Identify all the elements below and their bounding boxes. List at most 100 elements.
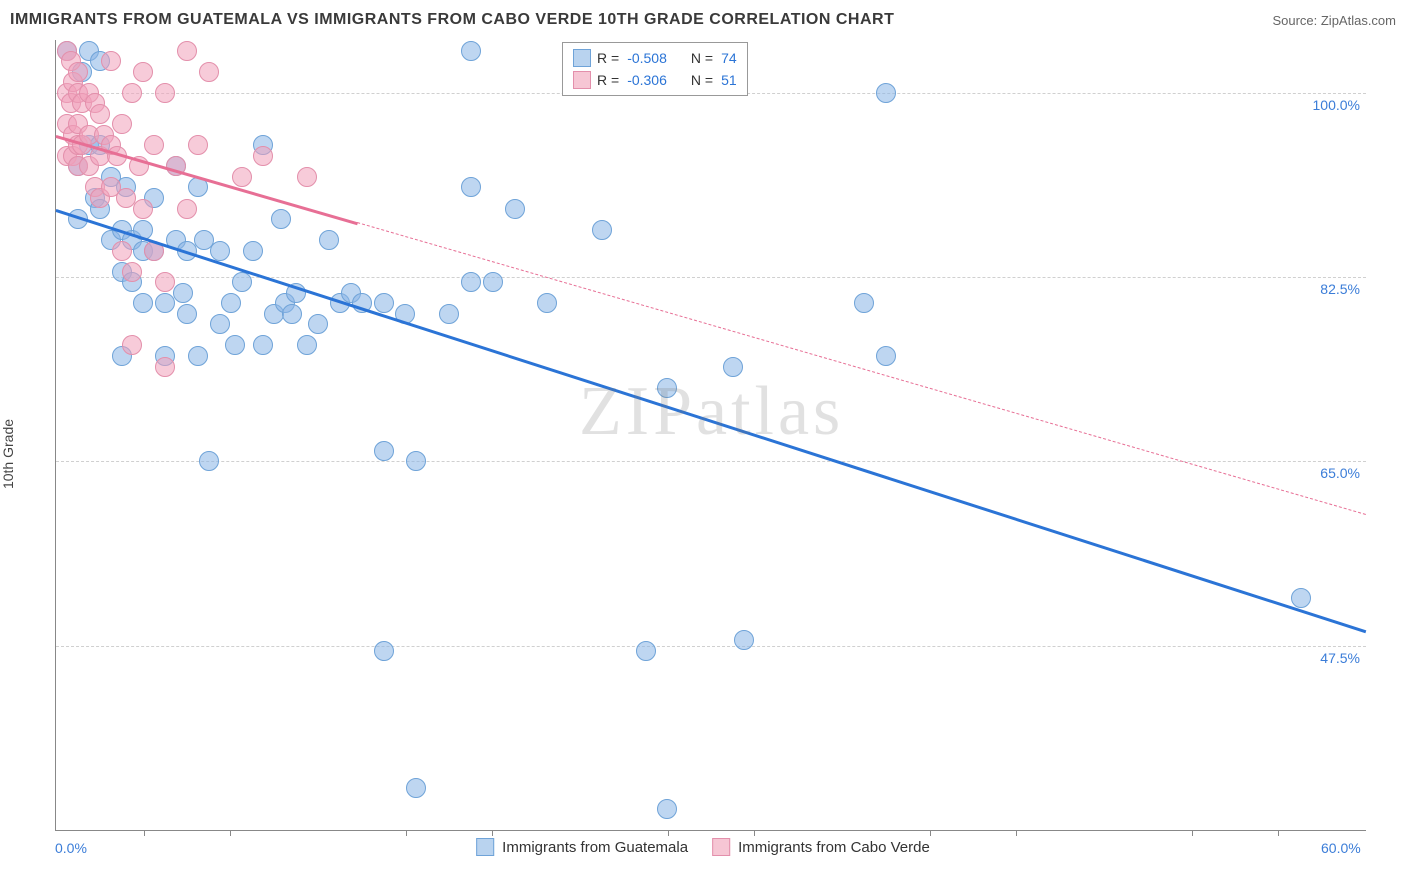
data-point <box>133 62 153 82</box>
data-point <box>723 357 743 377</box>
chart-header: IMMIGRANTS FROM GUATEMALA VS IMMIGRANTS … <box>10 8 1396 32</box>
data-point <box>406 451 426 471</box>
gridline <box>56 277 1366 278</box>
x-tick <box>144 830 145 836</box>
data-point <box>173 283 193 303</box>
data-point <box>297 335 317 355</box>
trend-line <box>357 222 1366 516</box>
data-point <box>657 378 677 398</box>
chart-title: IMMIGRANTS FROM GUATEMALA VS IMMIGRANTS … <box>10 11 894 29</box>
legend-n-value: 51 <box>721 72 737 88</box>
data-point <box>374 641 394 661</box>
data-point <box>177 41 197 61</box>
data-point <box>439 304 459 324</box>
legend-swatch <box>573 71 591 89</box>
x-tick <box>930 830 931 836</box>
legend-row: R = -0.508 N = 74 <box>573 47 737 69</box>
y-axis-label: 10th Grade <box>0 419 16 489</box>
data-point <box>282 304 302 324</box>
data-point <box>155 83 175 103</box>
scatter-plot-area: 47.5% 65.0% 82.5% 100.0% <box>55 40 1366 831</box>
legend-swatch <box>476 838 494 856</box>
x-axis-max-label: 60.0% <box>1321 840 1361 856</box>
legend-item: Immigrants from Guatemala <box>476 838 688 856</box>
source-attribution: Source: ZipAtlas.com <box>1272 13 1396 28</box>
data-point <box>90 104 110 124</box>
data-point <box>177 199 197 219</box>
legend-swatch <box>712 838 730 856</box>
source-link[interactable]: ZipAtlas.com <box>1321 13 1396 28</box>
data-point <box>876 346 896 366</box>
data-point <box>199 451 219 471</box>
data-point <box>188 346 208 366</box>
data-point <box>112 241 132 261</box>
legend-label: Immigrants from Cabo Verde <box>738 839 930 856</box>
gridline <box>56 461 1366 462</box>
data-point <box>188 135 208 155</box>
legend-label: Immigrants from Guatemala <box>502 839 688 856</box>
data-point <box>1291 588 1311 608</box>
gridline <box>56 646 1366 647</box>
data-point <box>319 230 339 250</box>
data-point <box>461 177 481 197</box>
legend-row: R = -0.306 N = 51 <box>573 69 737 91</box>
data-point <box>112 114 132 134</box>
data-point <box>253 335 273 355</box>
correlation-legend: R = -0.508 N = 74 R = -0.306 N = 51 <box>562 42 748 96</box>
data-point <box>122 83 142 103</box>
legend-item: Immigrants from Cabo Verde <box>712 838 930 856</box>
data-point <box>406 778 426 798</box>
data-point <box>101 51 121 71</box>
data-point <box>221 293 241 313</box>
data-point <box>122 262 142 282</box>
data-point <box>68 62 88 82</box>
data-point <box>144 135 164 155</box>
x-tick <box>406 830 407 836</box>
x-tick <box>492 830 493 836</box>
data-point <box>854 293 874 313</box>
legend-r-value: -0.306 <box>627 72 667 88</box>
data-point <box>308 314 328 334</box>
data-point <box>177 304 197 324</box>
data-point <box>232 167 252 187</box>
data-point <box>133 199 153 219</box>
y-tick-label: 82.5% <box>1320 281 1360 297</box>
legend-n-value: 74 <box>721 50 737 66</box>
legend-r-value: -0.508 <box>627 50 667 66</box>
data-point <box>210 241 230 261</box>
data-point <box>155 272 175 292</box>
data-point <box>657 799 677 819</box>
x-tick <box>1278 830 1279 836</box>
data-point <box>374 293 394 313</box>
data-point <box>297 167 317 187</box>
data-point <box>225 335 245 355</box>
y-tick-label: 65.0% <box>1320 465 1360 481</box>
data-point <box>232 272 252 292</box>
data-point <box>253 146 273 166</box>
data-point <box>461 41 481 61</box>
legend-r-label: R = <box>597 72 619 88</box>
data-point <box>483 272 503 292</box>
x-tick <box>668 830 669 836</box>
trend-line <box>56 209 1367 633</box>
data-point <box>374 441 394 461</box>
data-point <box>243 241 263 261</box>
x-tick <box>1016 830 1017 836</box>
legend-swatch <box>573 49 591 67</box>
legend-n-label: N = <box>691 50 713 66</box>
data-point <box>210 314 230 334</box>
legend-r-label: R = <box>597 50 619 66</box>
data-point <box>636 641 656 661</box>
legend-n-label: N = <box>691 72 713 88</box>
data-point <box>592 220 612 240</box>
y-tick-label: 47.5% <box>1320 650 1360 666</box>
data-point <box>199 62 219 82</box>
data-point <box>734 630 754 650</box>
x-tick <box>1192 830 1193 836</box>
x-tick <box>230 830 231 836</box>
data-point <box>133 293 153 313</box>
data-point <box>271 209 291 229</box>
data-point <box>155 357 175 377</box>
y-tick-label: 100.0% <box>1313 97 1360 113</box>
legend-bottom: Immigrants from Guatemala Immigrants from… <box>476 838 930 856</box>
